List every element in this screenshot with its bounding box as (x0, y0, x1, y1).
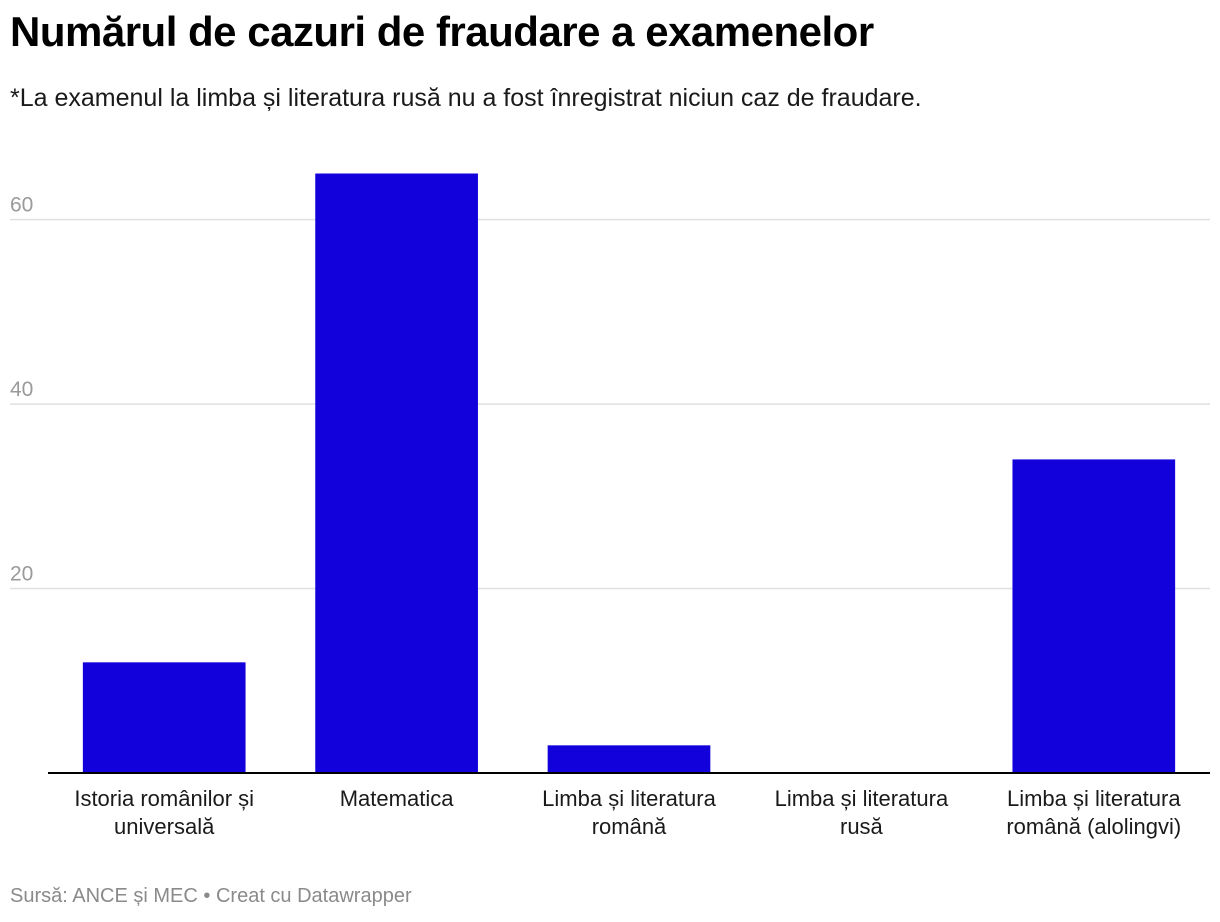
source-note: Sursă: ANCE și MEC (10, 885, 198, 907)
x-axis-labels: Istoria românilor și universală Matematica… (74, 786, 1181, 839)
chart-footer: Sursă: ANCE și MEC • Creat cu Datawrappe… (10, 885, 412, 908)
x-category-label: Limba și literatura română (542, 786, 716, 839)
x-category-label: Limba și literatura română (alolingvi) (1006, 786, 1181, 839)
y-tick-label: 40 (10, 378, 33, 401)
y-axis-ticks: 20 40 60 (10, 194, 33, 586)
bar-chart: 20 40 60 Istoria românilor și universală Mat… (10, 173, 1210, 839)
gridlines (10, 218, 1210, 590)
chart-subtitle: *La examenul la limba și literatura rusă… (10, 84, 922, 112)
bars (82, 173, 1176, 773)
bar (315, 173, 478, 773)
chart-title: Numărul de cazuri de fraudare a examenel… (10, 8, 874, 55)
x-category-label: Matematica (340, 786, 454, 811)
x-category-label: Istoria românilor și universală (74, 786, 254, 839)
credit-note: Creat cu Datawrapper (215, 885, 412, 907)
bar (1012, 459, 1176, 773)
footer-separator: • (203, 885, 211, 907)
x-category-label: Limba și literatura rusă (775, 786, 949, 839)
bar (82, 662, 246, 773)
bar (547, 745, 711, 773)
y-tick-label: 60 (10, 194, 33, 217)
y-tick-label: 20 (10, 563, 33, 586)
